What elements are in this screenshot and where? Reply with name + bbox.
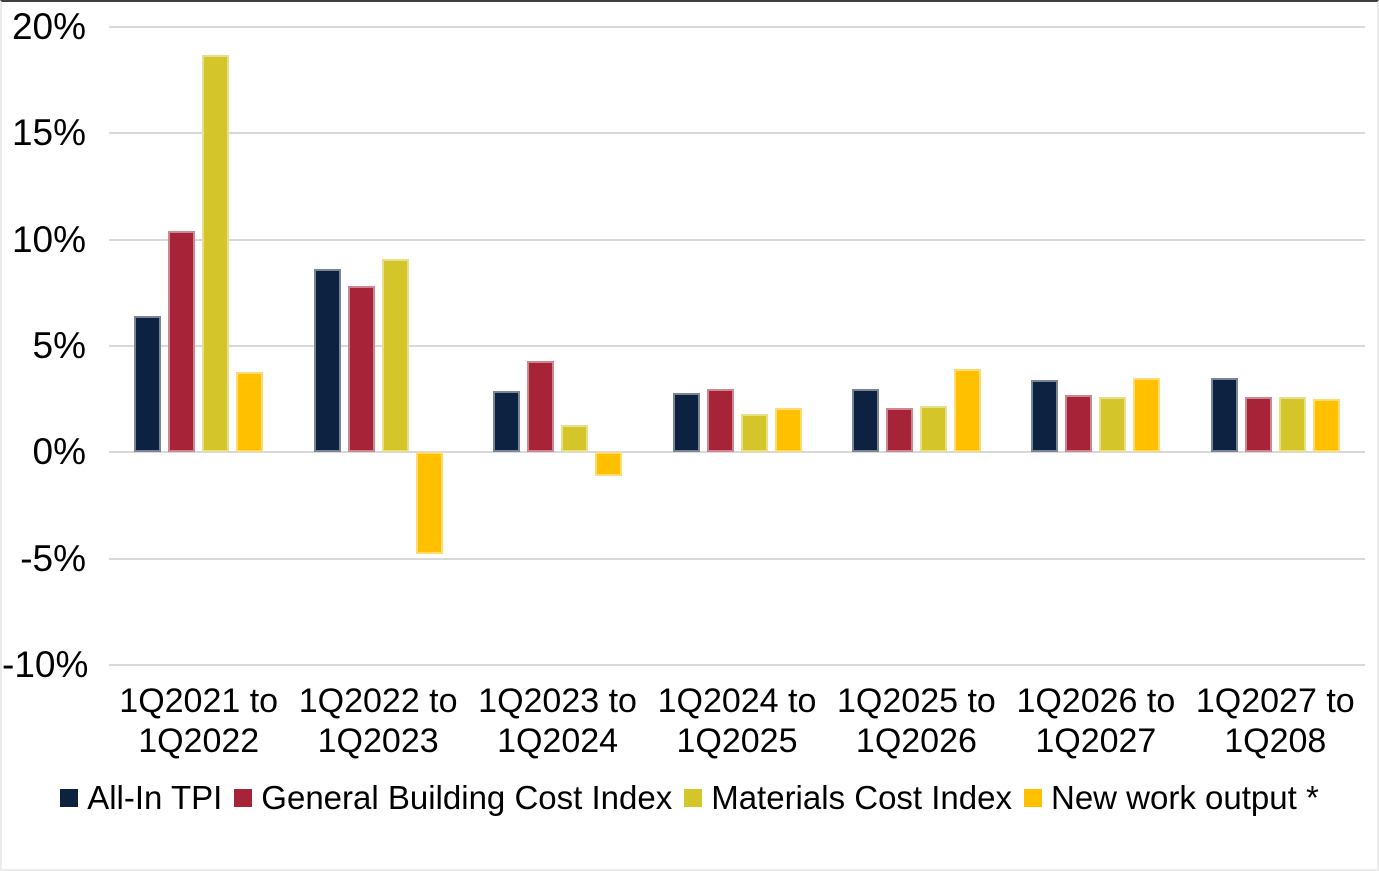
y-axis-tick-label: 0% xyxy=(32,431,86,473)
gridline xyxy=(109,345,1365,347)
bar xyxy=(1278,397,1306,453)
bar xyxy=(885,407,913,453)
x-axis-category-label: 1Q2021 to 1Q2022 xyxy=(119,682,279,760)
bar xyxy=(851,388,879,453)
gridline xyxy=(109,26,1365,28)
legend-swatch-icon xyxy=(60,789,79,807)
legend-item: Materials Cost Index xyxy=(684,779,1012,817)
bar xyxy=(740,414,768,453)
bar xyxy=(134,316,162,453)
bar xyxy=(595,452,623,476)
y-axis-tick-label: 5% xyxy=(32,325,86,366)
legend-label: New work output * xyxy=(1051,779,1319,816)
bar xyxy=(919,405,947,453)
bar xyxy=(1244,397,1272,453)
bar xyxy=(1312,399,1340,453)
gridline xyxy=(109,132,1365,135)
bar xyxy=(202,54,230,453)
bar xyxy=(347,286,375,453)
y-axis-tick-label: -10% xyxy=(2,644,89,685)
bar xyxy=(493,390,521,453)
bar xyxy=(953,369,981,453)
y-axis-tick-label: 20% xyxy=(11,6,86,47)
bar xyxy=(527,360,555,453)
bar xyxy=(1031,380,1059,453)
bar xyxy=(672,392,700,453)
y-axis-tick-label: -5% xyxy=(20,537,86,579)
legend-item: New work output * xyxy=(1024,779,1319,817)
legend: All-In TPI General Building Cost Index Mat… xyxy=(2,772,1377,824)
bar xyxy=(381,258,409,453)
bar xyxy=(313,269,341,453)
legend-label: All-In TPI xyxy=(87,779,223,816)
bar xyxy=(706,388,734,453)
legend-label: Materials Cost Index xyxy=(711,779,1012,816)
gridline xyxy=(109,557,1365,560)
x-axis-category-label: 1Q2026 to 1Q2027 xyxy=(1016,682,1176,760)
x-axis-category-label: 1Q2023 to 1Q2024 xyxy=(478,682,637,760)
x-axis-category-label: 1Q2024 to 1Q2025 xyxy=(657,682,817,760)
bar xyxy=(561,424,589,453)
bar xyxy=(415,452,443,555)
legend-swatch-icon xyxy=(684,789,703,807)
bar xyxy=(1133,377,1161,453)
legend-item: General Building Cost Index xyxy=(234,779,672,817)
x-axis-category-label: 1Q2027 to 1Q208 xyxy=(1195,682,1355,760)
bar xyxy=(1210,377,1238,453)
gridline xyxy=(109,451,1365,454)
legend-label: General Building Cost Index xyxy=(261,779,673,816)
legend-item: All-In TPI xyxy=(60,779,222,817)
bar xyxy=(1099,397,1127,453)
bar xyxy=(1065,394,1093,453)
x-axis-category-label: 1Q2025 to 1Q2026 xyxy=(837,682,996,760)
bar xyxy=(168,231,196,453)
x-axis-category-label: 1Q2022 to 1Q2023 xyxy=(298,682,458,760)
bar xyxy=(774,407,802,453)
gridline xyxy=(109,238,1365,241)
y-axis-tick-label: 15% xyxy=(11,112,86,154)
gridline xyxy=(109,664,1365,666)
bar xyxy=(236,371,264,453)
legend-swatch-icon xyxy=(1024,789,1042,807)
legend-swatch-icon xyxy=(234,789,253,807)
y-axis-tick-label: 10% xyxy=(11,218,86,260)
